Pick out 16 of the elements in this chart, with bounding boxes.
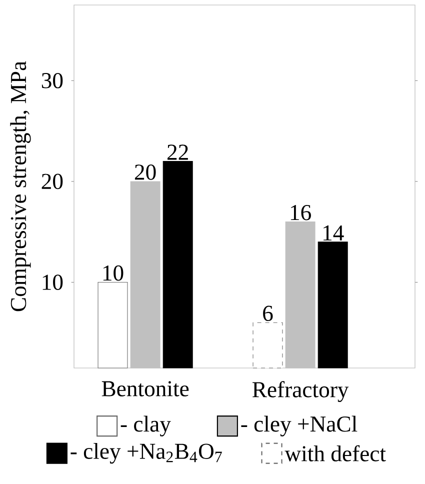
data-label: 10 (103, 265, 124, 281)
legend-label: - cley +NaCl (241, 416, 358, 436)
legend-label: - cley +Na$_{2}$B$_{4}$O$_{7}$ (70, 442, 222, 464)
y-tick-label: 20 (42, 174, 63, 190)
data-label: 16 (290, 204, 311, 220)
x-tick-label: Bentonite (102, 381, 189, 396)
legend-label: with defect (284, 445, 386, 462)
data-label: 22 (168, 144, 188, 160)
data-label: 14 (324, 225, 344, 240)
y-tick-label: 10 (42, 274, 63, 290)
y-tick-label: 30 (42, 72, 63, 88)
y-axis-title: Compressive strength, MPa (10, 61, 31, 312)
x-tick-label: Refractory (252, 381, 349, 402)
data-label: 6 (263, 306, 273, 322)
data-label: 20 (134, 164, 156, 180)
legend-label: - clay (120, 416, 171, 436)
